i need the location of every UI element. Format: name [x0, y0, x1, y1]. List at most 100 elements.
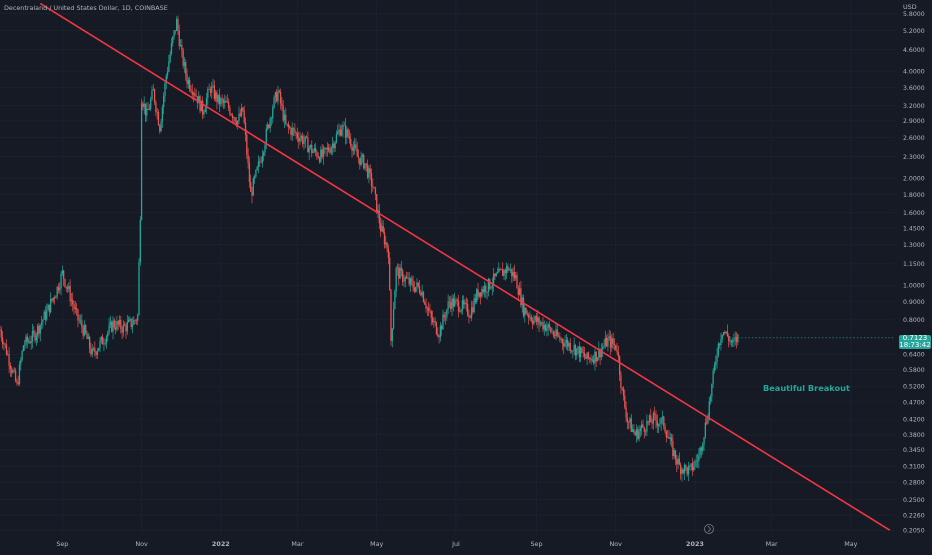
candle: [492, 267, 495, 292]
candle: [261, 150, 264, 168]
candle: [637, 426, 639, 441]
candle: [481, 286, 483, 299]
candle: [628, 420, 630, 430]
candle: [661, 410, 664, 425]
candle: [114, 320, 117, 335]
replay-icon[interactable]: [704, 524, 714, 534]
candle: [429, 303, 431, 314]
candle: [352, 141, 354, 156]
candle: [483, 281, 486, 298]
candle: [20, 357, 22, 371]
candle: [101, 333, 104, 345]
candle: [291, 122, 293, 141]
candle: [569, 338, 571, 354]
candle: [582, 346, 584, 358]
candle: [363, 153, 365, 170]
candle: [528, 312, 530, 325]
candle: [441, 324, 443, 336]
candle: [656, 414, 658, 433]
candle: [602, 343, 604, 357]
candle: [35, 332, 38, 346]
candle: [278, 89, 280, 94]
candle: [81, 313, 83, 334]
candle: [226, 94, 228, 104]
candle: [256, 165, 258, 171]
candle: [603, 339, 605, 349]
price-axis[interactable]: 5.8000 5.2000 4.6000 4.0000 3.6000 3.2000 2.90…: [903, 11, 925, 534]
candle: [350, 133, 352, 149]
candle: [289, 124, 291, 130]
candle: [85, 323, 87, 335]
time-tick-label: Jul: [451, 540, 460, 548]
candle: [541, 321, 543, 326]
candle: [457, 294, 460, 318]
candle: [9, 362, 12, 377]
candle: [700, 446, 703, 458]
candle: [521, 294, 523, 313]
candle: [135, 318, 138, 325]
candle: [585, 353, 587, 359]
candle: [639, 425, 642, 438]
candle: [143, 96, 145, 114]
candle: [229, 105, 231, 117]
candle: [140, 98, 143, 221]
candle: [221, 94, 223, 107]
price-tick-label: 0.4200: [903, 417, 925, 424]
candle: [464, 298, 466, 309]
candle: [151, 85, 153, 101]
candle: [451, 294, 453, 316]
candle: [322, 144, 325, 165]
candle: [530, 314, 532, 323]
candle: [218, 88, 221, 112]
candle: [356, 141, 358, 157]
candle: [434, 317, 436, 327]
candle: [726, 324, 729, 338]
candle: [718, 343, 721, 349]
candle: [424, 299, 426, 306]
candle: [642, 419, 644, 428]
candle: [503, 268, 505, 280]
candle: [100, 335, 102, 344]
candle: [104, 338, 106, 346]
candle: [725, 331, 727, 334]
candle: [53, 295, 56, 305]
price-tick-label: 0.5800: [903, 367, 925, 374]
candle: [586, 352, 588, 366]
candle: [359, 158, 361, 170]
candle: [470, 300, 473, 322]
trendline[interactable]: [39, 2, 891, 531]
candle: [560, 336, 562, 344]
candle: [14, 368, 17, 383]
candle: [109, 315, 112, 328]
candle: [90, 342, 92, 357]
candle: [34, 330, 36, 344]
candle: [187, 77, 190, 89]
candle: [134, 318, 136, 325]
candle: [382, 220, 384, 234]
candle: [295, 131, 297, 140]
candle: [568, 341, 570, 352]
candle: [95, 350, 97, 359]
candle: [333, 140, 335, 153]
time-axis[interactable]: Sep Nov 2022 Mar May Jul Sep Nov 2023 Mar May: [56, 540, 857, 548]
price-unit-label: USD: [903, 3, 917, 11]
candle: [159, 124, 161, 134]
candle: [589, 357, 591, 364]
candle: [156, 107, 158, 120]
candle: [327, 143, 330, 153]
candle: [641, 420, 643, 436]
candle: [513, 264, 516, 282]
candle: [303, 134, 305, 150]
candle: [208, 83, 210, 90]
candle: [630, 413, 632, 433]
candle: [391, 328, 393, 348]
candle: [369, 164, 371, 180]
candle: [347, 127, 349, 139]
candle: [120, 315, 122, 334]
candle: [517, 285, 519, 302]
candle: [5, 339, 8, 356]
candle: [246, 129, 248, 160]
candle: [33, 325, 35, 338]
candle: [137, 313, 139, 326]
